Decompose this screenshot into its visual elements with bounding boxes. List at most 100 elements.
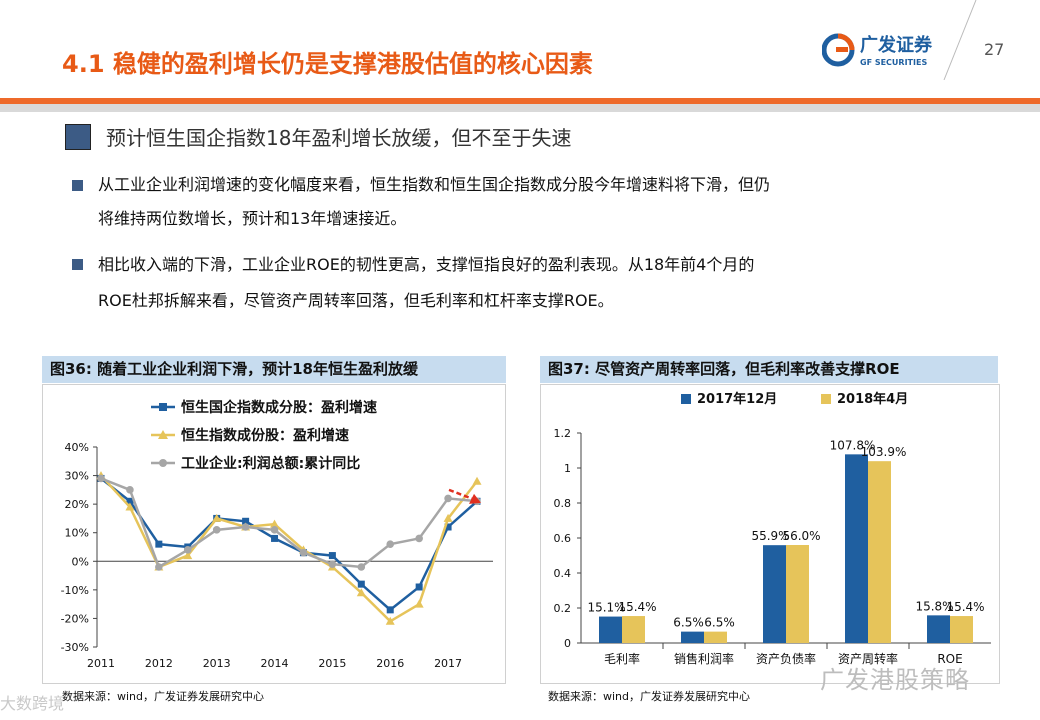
bullet-1-line-1: 从工业企业利润增速的变化幅度来看，恒生指数和恒生国企指数成分股今年增速料将下滑，…	[98, 175, 771, 194]
figure-36-panel: 40% 30% 20% 10% 0% -10% -20% -30% 2011 2012 2013 20…	[42, 384, 506, 684]
y-tick-label: 0.4	[554, 567, 572, 580]
data-point	[414, 599, 424, 608]
legend-marker	[158, 430, 168, 439]
bullet-square-2	[72, 259, 83, 270]
category-label: ROE	[937, 652, 962, 666]
x-tick-label: 2011	[87, 657, 115, 670]
y-tick-label: 1	[564, 462, 571, 475]
logo-cn: 广发证券	[860, 34, 933, 56]
y-tick-label: 40%	[65, 441, 89, 454]
legend-label: 2017年12月	[697, 391, 777, 407]
forecast-arrow-head	[469, 493, 481, 504]
figure-37-source: 数据来源：wind，广发证券发展研究中心	[548, 690, 751, 703]
bar-value-label: 103.9%	[861, 445, 907, 459]
category-label: 销售利润率	[674, 651, 734, 666]
data-point	[125, 502, 135, 511]
x-tick-label: 2017	[434, 657, 462, 670]
y-tick-label: 1.2	[554, 427, 572, 440]
watermark-right: 广发港股策略	[820, 666, 970, 694]
data-point	[415, 583, 423, 591]
bar	[950, 616, 973, 643]
bar	[763, 545, 786, 643]
page-title: 4.1 稳健的盈利增长仍是支撑港股估值的核心因素	[62, 50, 593, 78]
forecast-arrow	[448, 488, 476, 502]
bar	[868, 461, 891, 643]
bar	[704, 631, 727, 643]
data-point	[212, 513, 222, 522]
y-tick-label: -10%	[61, 584, 89, 597]
header-divider	[943, 0, 977, 80]
series-line	[100, 474, 478, 623]
data-point	[385, 616, 395, 625]
bar-value-label: 56.0%	[782, 529, 820, 543]
bar-value-label: 55.9%	[751, 529, 789, 543]
y-tick-label: 0.2	[554, 602, 572, 615]
bar	[845, 454, 868, 643]
page-number: 27	[984, 40, 1005, 59]
x-tick-label: 2012	[145, 657, 173, 670]
legend-marker	[159, 403, 167, 411]
legend-label: 2018年4月	[837, 391, 908, 407]
gf-securities-logo: 广发证券 GF SECURITIES	[822, 33, 933, 67]
y-tick-label: 30%	[65, 470, 89, 483]
figure-36-line-chart: 40% 30% 20% 10% 0% -10% -20% -30% 2011 2012 2013 20…	[61, 399, 493, 670]
header-grey-band	[0, 104, 1040, 112]
logo-en: GF SECURITIES	[860, 58, 927, 67]
bar-value-label: 6.5%	[704, 616, 735, 630]
figure-36-source: 数据来源：wind，广发证券发展研究中心	[62, 690, 265, 703]
data-point	[357, 580, 365, 588]
x-tick-label: 2015	[318, 657, 346, 670]
bar	[681, 631, 704, 643]
data-point	[212, 526, 221, 534]
bar	[927, 615, 950, 643]
data-point	[472, 476, 482, 485]
bullet-1-line-2: 将维持两位数增长，预计和13年增速接近。	[98, 209, 407, 228]
legend-label: 恒生国企指数成分股：盈利增速	[181, 399, 377, 416]
y-tick-label: 0%	[72, 555, 89, 568]
figure-36-header: 图36: 随着工业企业利润下滑，预计18年恒生盈利放缓	[42, 356, 506, 383]
y-tick-label: 10%	[65, 527, 89, 540]
data-point	[155, 563, 163, 571]
watermark-left: 大数跨境	[0, 694, 65, 713]
data-point	[444, 494, 452, 503]
data-point	[357, 563, 366, 571]
bullet-2-line-1: 相比收入端的下滑，工业企业ROE的韧性更高，支撑恒指良好的盈利表现。从18年前4…	[98, 255, 755, 274]
category-label: 毛利率	[604, 651, 640, 666]
data-point	[443, 513, 453, 522]
legend-label: 工业企业:利润总额:累计同比	[181, 455, 360, 472]
data-point	[270, 519, 280, 528]
y-tick-label: 0	[564, 637, 571, 650]
data-point	[155, 540, 163, 548]
legend-swatch	[681, 394, 691, 404]
legend-label: 恒生指数成份股：盈利增速	[181, 427, 349, 444]
bar	[622, 616, 645, 643]
bullet-square-1	[72, 180, 83, 191]
data-point	[271, 534, 279, 542]
bar-value-label: 6.5%	[673, 616, 704, 630]
legend-swatch	[821, 394, 831, 404]
data-point	[183, 546, 192, 554]
data-point	[356, 588, 366, 597]
figure-37-header: 图37: 尽管资产周转率回落，但毛利率改善支撑ROE	[540, 356, 998, 383]
y-tick-label: 0.8	[554, 497, 572, 510]
data-point	[328, 560, 337, 568]
x-tick-label: 2014	[261, 657, 289, 670]
data-point	[270, 526, 279, 534]
y-tick-label: 0.6	[554, 532, 572, 545]
data-point	[386, 540, 395, 548]
bar	[599, 616, 622, 643]
data-point	[328, 552, 336, 560]
series-line	[100, 477, 478, 569]
data-point	[241, 523, 250, 531]
category-label: 资产周转率	[838, 651, 898, 666]
category-label: 资产负债率	[756, 651, 816, 666]
bar-value-label: 107.8%	[830, 438, 876, 452]
bar-value-label: 15.4%	[946, 600, 984, 614]
y-tick-label: 20%	[65, 498, 89, 511]
y-tick-label: -30%	[61, 641, 89, 654]
bar-value-label: 15.8%	[915, 599, 953, 613]
bar-value-label: 15.1%	[587, 601, 625, 615]
data-point	[97, 474, 105, 483]
data-point	[126, 497, 134, 505]
data-point	[444, 523, 452, 531]
